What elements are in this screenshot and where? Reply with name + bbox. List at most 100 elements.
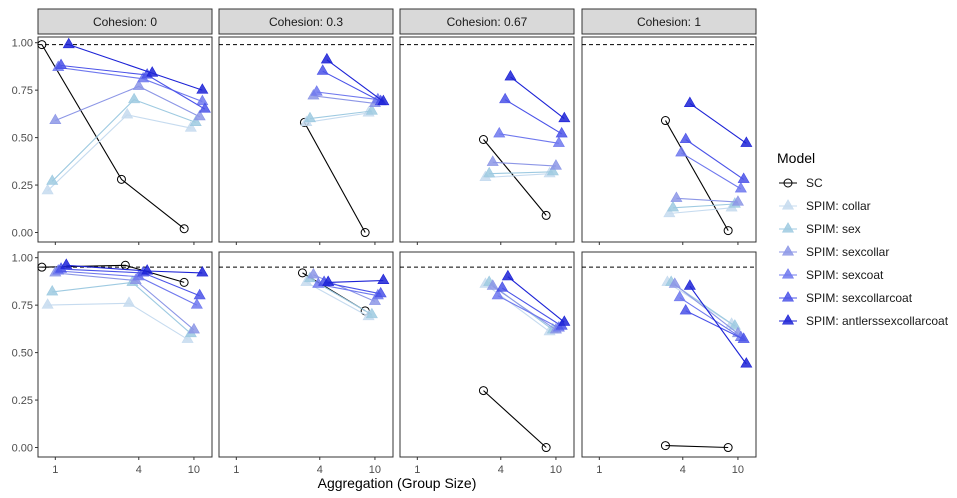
facet-panel xyxy=(218,251,394,458)
series-line xyxy=(672,203,735,209)
y-tick-label: 1.00 xyxy=(12,38,33,50)
data-point xyxy=(377,273,390,285)
facet-strip-label: Cohesion: 0.67 xyxy=(447,15,528,29)
legend-key-marker xyxy=(781,291,795,302)
legend-item: SPIM: collar xyxy=(779,199,871,213)
data-point xyxy=(504,69,517,81)
legend-title: Model xyxy=(777,150,815,166)
data-point xyxy=(55,58,68,70)
facet-panel xyxy=(37,36,213,243)
data-point xyxy=(41,298,54,309)
y-tick-label: 0.00 xyxy=(12,228,33,240)
x-tick-label: 10 xyxy=(550,464,562,476)
data-point xyxy=(184,121,197,132)
legend-label: SPIM: antlerssexcollarcoat xyxy=(806,314,949,328)
data-point xyxy=(675,145,688,157)
legend-key-marker xyxy=(781,222,795,233)
legend-key-marker xyxy=(781,199,795,210)
series-line xyxy=(502,287,562,327)
facet-strips: Cohesion: 0 Cohesion: 0.3 Cohesion: 0.67 Co… xyxy=(37,8,757,35)
series-line xyxy=(507,276,565,323)
data-point xyxy=(196,265,209,277)
series-line xyxy=(326,59,384,102)
x-tick-label: 10 xyxy=(188,464,200,476)
data-point xyxy=(483,166,496,178)
data-point xyxy=(740,136,753,147)
data-point xyxy=(499,92,512,104)
data-point xyxy=(546,164,559,176)
legend-item: SPIM: sex xyxy=(779,222,861,236)
data-point xyxy=(660,116,670,126)
y-tick-label: 0.25 xyxy=(12,180,33,192)
data-point xyxy=(60,258,73,269)
series-line xyxy=(680,152,742,190)
x-tick-label: 1 xyxy=(596,464,602,476)
x-axis-title: Aggregation (Group Size) xyxy=(318,475,477,491)
data-point xyxy=(493,126,506,138)
legend: Model SC SPIM: collar SPIM: sex SPIM: sexcol… xyxy=(777,150,949,328)
facet-strip xyxy=(581,8,757,35)
data-point xyxy=(723,226,733,236)
data-point xyxy=(41,183,54,195)
x-tick-label: 10 xyxy=(732,464,744,476)
facet-strip-label: Cohesion: 1 xyxy=(637,15,701,29)
series-line xyxy=(316,91,378,101)
legend-key-marker xyxy=(783,178,793,188)
data-point xyxy=(679,132,692,144)
data-point xyxy=(740,357,753,368)
x-tick-label: 4 xyxy=(136,464,142,476)
data-point xyxy=(37,40,47,50)
data-point xyxy=(116,174,126,184)
data-point xyxy=(196,83,209,94)
facet-panels xyxy=(37,36,757,458)
series-line xyxy=(489,171,553,175)
y-tick-label: 0.75 xyxy=(12,85,33,97)
series-line xyxy=(504,99,562,135)
facet-panel xyxy=(581,251,757,458)
legend-item: SC xyxy=(779,176,823,190)
y-tick-label: 0.50 xyxy=(12,133,33,145)
data-point xyxy=(121,107,134,119)
data-point xyxy=(141,264,154,275)
facet-strip xyxy=(218,8,394,35)
data-point xyxy=(731,195,744,206)
x-tick-label: 10 xyxy=(369,464,381,476)
data-point xyxy=(181,332,194,343)
legend-item: SPIM: sexcollar xyxy=(779,245,889,259)
data-point xyxy=(666,200,680,212)
data-point xyxy=(668,277,681,288)
data-point xyxy=(132,79,145,90)
facet-strip xyxy=(399,8,575,35)
data-point xyxy=(196,94,209,106)
data-point xyxy=(555,126,568,138)
data-point xyxy=(558,111,571,123)
series-line xyxy=(499,133,559,144)
data-point xyxy=(190,298,203,309)
data-point xyxy=(146,66,159,77)
data-point xyxy=(377,94,390,106)
legend-label: SPIM: collar xyxy=(806,199,871,213)
data-point xyxy=(486,279,499,290)
x-tick-label: 1 xyxy=(233,464,239,476)
data-point xyxy=(734,181,747,193)
legend-label: SC xyxy=(806,176,823,190)
data-point xyxy=(37,262,47,272)
facet-panel xyxy=(218,36,394,243)
data-point xyxy=(365,307,378,319)
data-point xyxy=(663,206,676,218)
series-line xyxy=(483,390,547,448)
data-point xyxy=(683,279,696,290)
data-point xyxy=(297,268,307,278)
series-line xyxy=(492,285,557,331)
y-tick-label: 1.00 xyxy=(12,253,33,265)
series-line xyxy=(510,76,565,120)
data-point xyxy=(541,443,551,453)
x-tick-label: 1 xyxy=(52,464,58,476)
data-point xyxy=(478,386,488,396)
data-point xyxy=(316,64,329,75)
data-point xyxy=(541,210,551,220)
panel-border xyxy=(37,36,213,243)
data-point xyxy=(46,284,59,296)
data-point xyxy=(49,113,62,125)
data-point xyxy=(189,115,202,126)
